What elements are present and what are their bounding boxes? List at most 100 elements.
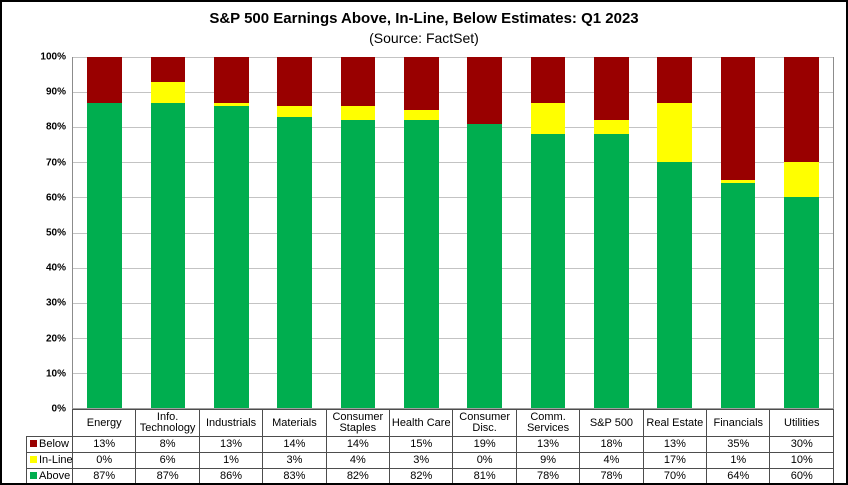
gridline [73,57,833,58]
bar-segment-below [783,57,819,163]
table-row-in-line: In-Line 0% 6% 1% 3% 4% 3% 0% 9% 4% 17% 1% 10% [26,452,834,469]
bar-segment-inline [213,102,249,107]
legend-swatch-below [30,440,37,447]
value-cell-real-estate-below: 13% [642,436,708,453]
value-cell-financials-below: 35% [706,436,771,453]
bar-segment-above [340,120,376,408]
bar-segment-below [467,57,503,124]
bar-segment-below [593,57,629,121]
value-cell-health-care-in-line: 3% [389,452,454,469]
bar-segment-above [593,134,629,408]
value-cell-consumer-staples-in-line: 4% [325,452,391,469]
category-header-real-estate: Real Estate [642,409,708,437]
bar-segment-below [657,57,693,103]
bar-consumer-staples [326,57,389,408]
value-cell-industrials-in-line: 1% [198,452,264,469]
y-axis-tick: 60% [45,192,66,204]
gridline [73,197,833,199]
bar-s-p-500 [580,57,643,408]
bar-materials [263,57,326,408]
bar-segment-above [277,116,313,408]
legend-label: In-Line [39,454,73,466]
value-cell-consumer-staples-above: 82% [325,468,391,483]
value-cell-info-technology-in-line: 6% [135,452,200,469]
gridline [73,337,833,339]
category-header-industrials: Industrials [198,409,264,437]
value-cell-info-technology-below: 8% [135,436,200,453]
chart-subtitle: (Source: FactSet) [369,30,479,46]
bar-segment-inline [340,106,376,121]
value-cell-financials-above: 64% [706,468,771,483]
value-cell-s-p-500-above: 78% [579,468,644,483]
bar-info-technology [136,57,199,408]
value-cell-comm-services-above: 78% [515,468,581,483]
y-axis-tick: 30% [45,297,66,309]
bar-segment-inline [657,102,693,163]
value-cell-consumer-disc-in-line: 0% [452,452,517,469]
bars [73,57,833,408]
bar-consumer-disc [453,57,516,408]
bar-segment-above [530,134,566,408]
bar-segment-inline [720,179,756,184]
bar-segment-inline [593,120,629,135]
bar-segment-above [467,123,503,408]
bar-financials [706,57,769,408]
value-cell-health-care-above: 82% [389,468,454,483]
y-axis-tick: 50% [45,227,66,239]
table-row-above: Above 87% 87% 86% 83% 82% 82% 81% 78% 78% 70% 64% 60… [26,468,834,483]
value-cell-comm-services-in-line: 9% [515,452,581,469]
bar-segment-inline [277,106,313,117]
value-cell-real-estate-above: 70% [642,468,708,483]
plot-area [72,57,834,409]
gridline [73,92,833,94]
value-cell-materials-above: 83% [262,468,327,483]
y-axis-tick: 80% [45,121,66,133]
value-cell-utilities-above: 60% [769,468,834,483]
category-header-materials: Materials [262,409,327,437]
value-cell-energy-in-line: 0% [71,452,137,469]
bar-segment-below [720,57,756,180]
value-cell-industrials-above: 86% [198,468,264,483]
legend-cell-above: Above [26,468,73,483]
bar-segment-above [720,183,756,408]
y-axis-tick: 70% [45,157,66,169]
y-axis-tick: 100% [40,51,66,63]
bar-industrials [200,57,263,408]
bar-health-care [390,57,453,408]
bar-segment-inline [530,102,566,135]
value-cell-health-care-below: 15% [389,436,454,453]
value-cell-energy-above: 87% [71,468,137,483]
chart-title: S&P 500 Earnings Above, In-Line, Below E… [209,10,639,27]
category-header-utilities: Utilities [769,409,834,437]
legend-cell-below: Below [26,436,73,453]
bar-segment-below [87,57,123,103]
bar-energy [73,57,136,408]
value-cell-consumer-disc-below: 19% [452,436,517,453]
legend-swatch-above [30,472,37,479]
value-cell-info-technology-above: 87% [135,468,200,483]
bar-segment-below [277,57,313,107]
bar-comm-services [516,57,579,408]
bar-segment-inline [783,162,819,198]
y-axis: 100% 90% 80% 70% 60% 50% 40% 30% 20% 10% 0% [2,52,72,415]
data-table: Energy Info. Technology Industrials Materia… [26,409,834,483]
value-cell-utilities-below: 30% [769,436,834,453]
gridline [73,127,833,129]
gridline [73,267,833,269]
legend-cell-in-line: In-Line [26,452,73,469]
category-header-comm-services: Comm. Services [515,409,581,437]
bar-segment-below [213,57,249,103]
legend-swatch-in-line [30,456,37,463]
gridline [73,372,833,374]
bar-utilities [770,57,833,408]
gridline [73,162,833,164]
bar-segment-below [340,57,376,107]
bar-segment-below [530,57,566,103]
bar-segment-below [150,57,186,82]
y-axis-tick: 0% [51,403,66,415]
value-cell-comm-services-below: 13% [515,436,581,453]
category-header-info-technology: Info. Technology [135,409,200,437]
category-header-consumer-staples: Consumer Staples [325,409,391,437]
value-cell-consumer-disc-above: 81% [452,468,517,483]
